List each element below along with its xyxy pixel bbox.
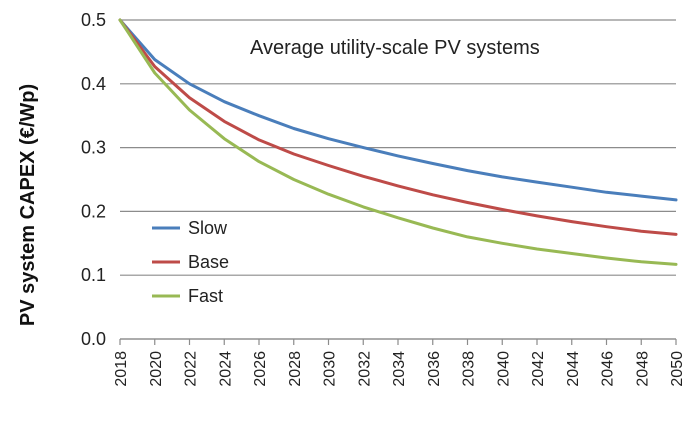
x-tick-label: 2034 [391,351,408,387]
x-tick-label: 2040 [495,351,512,387]
x-tick-label: 2038 [461,351,478,387]
legend-label-slow: Slow [188,218,228,238]
y-tick-label: 0.4 [81,74,106,94]
x-tick-label: 2030 [322,351,339,387]
x-axis-ticks: 2018 2020 2022 2024 2026 2028 2030 2032 2034 2036… [113,351,686,387]
series-line-slow [118,18,678,202]
legend: Slow Base Fast [152,218,229,306]
x-tick-label: 2020 [148,351,165,387]
x-tick-label: 2022 [183,351,200,387]
x-tick-label: 2042 [530,351,547,387]
x-tick-label: 2050 [669,351,686,387]
x-tick-label: 2032 [356,351,373,387]
y-tick-label: 0.5 [81,10,106,30]
series-line-fast [118,18,678,266]
x-tick-label: 2044 [565,351,582,387]
x-tick-label: 2018 [113,351,130,387]
x-tick-label: 2024 [217,351,234,387]
legend-label-fast: Fast [188,286,223,306]
y-tick-label: 0.3 [81,138,106,158]
x-tick-label: 2048 [634,351,651,387]
chart-title: Average utility-scale PV systems [250,37,540,59]
x-tick-label: 2028 [287,351,304,387]
x-tick-label: 2036 [426,351,443,387]
y-axis-ticks: 0.0 0.1 0.2 0.3 0.4 0.5 [81,10,106,349]
series-line-base [118,18,678,236]
x-tick-label: 2026 [252,351,269,387]
gridlines [119,19,677,345]
y-tick-label: 0.2 [81,201,106,221]
x-tick-label: 2046 [600,351,617,387]
y-tick-label: 0.1 [81,265,106,285]
y-axis-title: PV system CAPEX (€/Wp) [17,84,39,326]
y-tick-label: 0.0 [81,329,106,349]
series-lines [118,18,678,266]
legend-label-base: Base [188,252,229,272]
